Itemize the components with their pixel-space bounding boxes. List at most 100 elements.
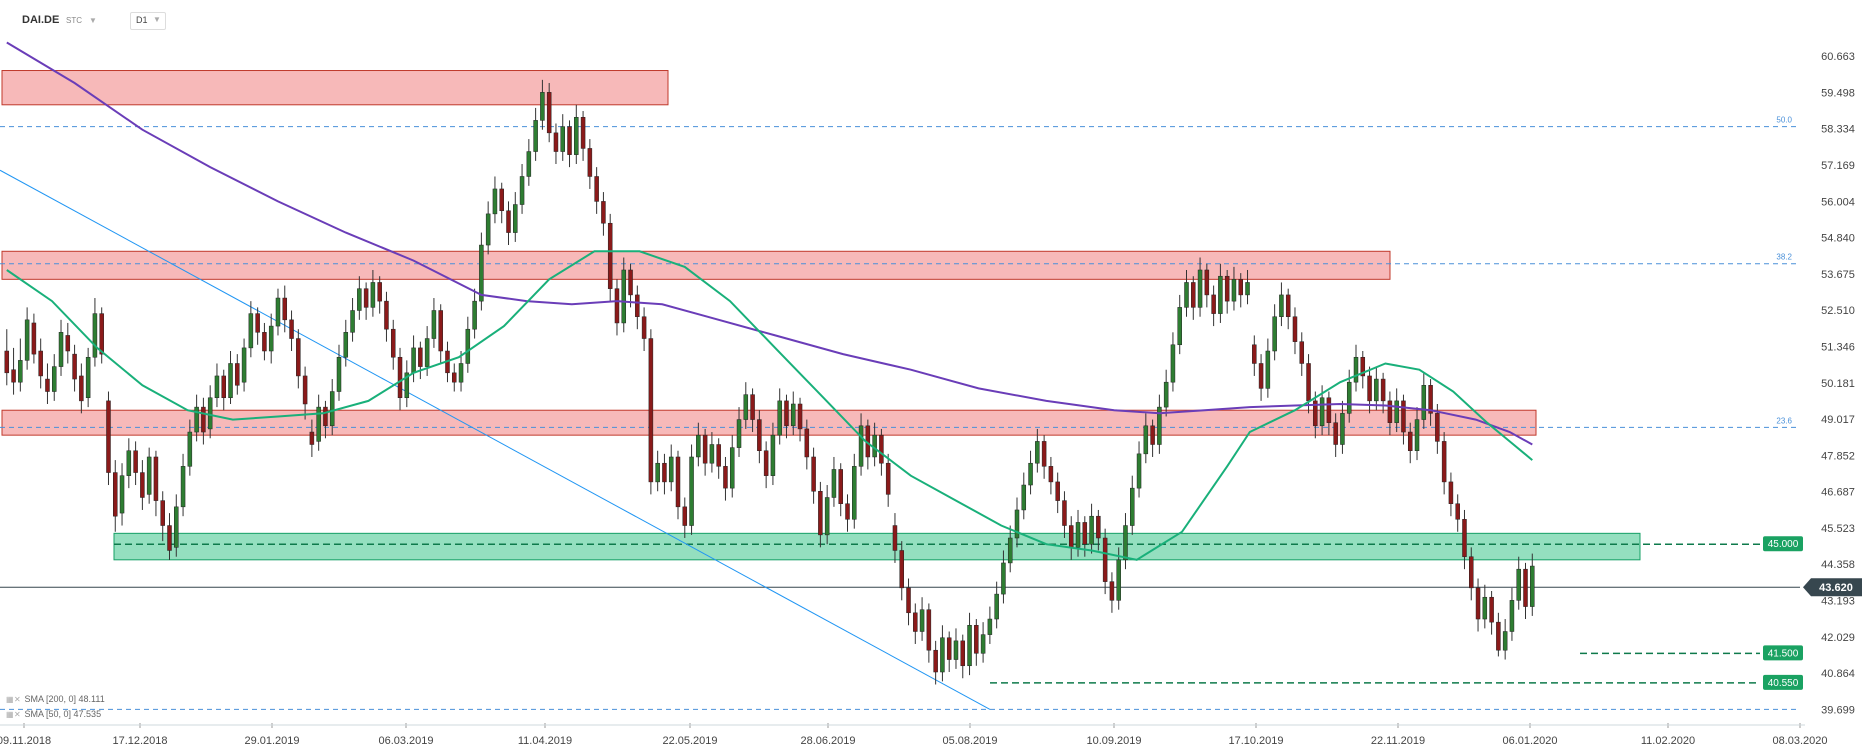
candle-body xyxy=(79,375,84,402)
settings-icon[interactable]: ▦ xyxy=(6,710,14,719)
zones-layer xyxy=(1,70,1641,561)
settings-icon[interactable]: ▦ xyxy=(6,695,14,704)
x-tick-label: 28.06.2019 xyxy=(800,735,855,747)
y-tick-label: 43.193 xyxy=(1821,596,1855,608)
candle-body xyxy=(689,456,694,526)
candle-body xyxy=(309,431,315,445)
candle-body xyxy=(953,640,959,660)
candle-body xyxy=(38,350,43,377)
close-icon[interactable]: ✕ xyxy=(14,695,21,704)
candle-body xyxy=(526,151,532,177)
candle-body xyxy=(845,503,850,520)
candle-body xyxy=(302,375,308,405)
support-tag-label: 45.000 xyxy=(1768,539,1799,550)
candle-body xyxy=(113,472,118,517)
candle-body xyxy=(1218,275,1223,314)
candle-body xyxy=(750,394,755,420)
sma50-line xyxy=(6,250,1533,561)
y-tick-label: 46.687 xyxy=(1821,487,1855,499)
candle-body xyxy=(1353,356,1359,383)
candle-body xyxy=(248,313,254,349)
timeframe-select[interactable]: D1 ▼ xyxy=(130,12,166,30)
y-tick-label: 47.852 xyxy=(1821,450,1855,462)
candle-body xyxy=(214,375,220,399)
candle-body xyxy=(506,210,511,233)
candle-body xyxy=(58,332,64,367)
candle-body xyxy=(553,132,559,152)
candle-body xyxy=(641,316,647,339)
candle-body xyxy=(1374,378,1379,402)
x-tick-label: 08.03.2020 xyxy=(1772,735,1827,747)
fib-label-50.0: 50.0 xyxy=(1776,116,1792,125)
candle-body xyxy=(153,456,159,501)
candle-body xyxy=(24,319,30,361)
candle-body xyxy=(838,469,843,504)
candle-body xyxy=(329,391,335,427)
candle-body xyxy=(336,356,342,392)
candle-body xyxy=(1035,441,1040,464)
candle-body xyxy=(1238,279,1243,296)
candle-body xyxy=(1136,453,1142,489)
candle-body xyxy=(716,444,721,467)
candle-body xyxy=(987,618,993,635)
y-tick-label: 57.169 xyxy=(1821,160,1855,172)
sma-layer xyxy=(6,41,1533,561)
candle-body xyxy=(187,431,193,467)
candle-body xyxy=(546,92,552,134)
y-tick-label: 53.675 xyxy=(1821,269,1855,281)
candle-body xyxy=(906,587,911,614)
candle-body xyxy=(282,297,288,321)
y-tick-label: 45.523 xyxy=(1821,523,1855,535)
legend-sma50[interactable]: ▦✕ SMA [50, 0] 47.535 xyxy=(6,707,105,722)
candle-body xyxy=(1021,484,1027,511)
candle-body xyxy=(235,363,240,386)
candle-body xyxy=(201,406,206,433)
candle-body xyxy=(560,126,565,152)
chart-type-label[interactable]: STC xyxy=(66,16,82,25)
candle-body xyxy=(1211,294,1216,314)
candle-body xyxy=(946,637,952,660)
candle-body xyxy=(1265,350,1271,389)
candle-body xyxy=(92,313,98,358)
candle-body xyxy=(1272,316,1277,352)
chevron-down-icon[interactable]: ▼ xyxy=(89,16,97,25)
candle-body xyxy=(1102,537,1108,582)
support-tag-label: 40.550 xyxy=(1768,678,1799,689)
candle-body xyxy=(567,126,572,155)
candle-body xyxy=(1055,481,1060,501)
candle-body xyxy=(628,269,633,296)
candle-body xyxy=(709,444,715,464)
x-tick-label: 10.09.2019 xyxy=(1086,735,1141,747)
axes-layer: 60.663 59.498 58.334 57.169 56.004 54.840 53.6… xyxy=(0,51,1855,747)
candle-body xyxy=(824,497,830,536)
candle-body xyxy=(411,347,416,374)
candle-body xyxy=(241,347,247,383)
candle-body xyxy=(1530,565,1535,607)
candle-body xyxy=(1258,363,1264,389)
level-lines-layer: 50.0 38.2 23.6 xyxy=(0,116,1800,710)
close-icon[interactable]: ✕ xyxy=(14,710,21,719)
candle-body xyxy=(770,434,776,476)
candle-body xyxy=(1116,559,1121,601)
candle-body xyxy=(397,356,403,399)
legend-sma50-label: SMA [50, 0] 47.535 xyxy=(24,709,102,719)
x-tick-label: 05.08.2019 xyxy=(942,735,997,747)
candle-body xyxy=(1048,466,1054,483)
sma200-line xyxy=(6,41,1533,446)
candle-body xyxy=(743,394,749,420)
candle-body xyxy=(736,419,742,448)
candle-body xyxy=(933,649,938,673)
zone-red-1 xyxy=(1,70,669,106)
candle-body xyxy=(1123,525,1128,561)
candle-body xyxy=(804,428,810,458)
trendline-layer xyxy=(0,169,991,710)
zone-green-4 xyxy=(113,532,1641,561)
candle-body xyxy=(194,406,199,433)
candle-body xyxy=(723,466,728,489)
candle-body xyxy=(1028,462,1033,486)
legend-sma200-label: SMA [200, 0] 48.111 xyxy=(24,694,105,704)
candle-body xyxy=(668,456,674,483)
legend-sma200[interactable]: ▦✕ SMA [200, 0] 48.111 xyxy=(6,692,105,707)
y-tick-label: 58.334 xyxy=(1821,124,1855,136)
